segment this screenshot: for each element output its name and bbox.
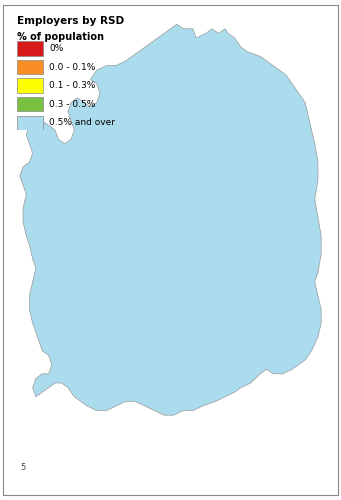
Text: Employers by RSD: Employers by RSD [17,16,124,26]
Text: 0.0 - 0.1%: 0.0 - 0.1% [49,62,95,72]
FancyBboxPatch shape [17,78,43,93]
Text: 0%: 0% [49,44,63,53]
Text: 0.1 - 0.3%: 0.1 - 0.3% [49,81,95,90]
FancyBboxPatch shape [17,41,43,56]
Text: 5: 5 [20,463,26,472]
Text: 0.5% and over: 0.5% and over [49,118,115,128]
FancyBboxPatch shape [17,116,43,130]
Text: % of population: % of population [17,32,104,42]
FancyBboxPatch shape [17,60,43,74]
Polygon shape [20,24,321,415]
Text: 0.3 - 0.5%: 0.3 - 0.5% [49,100,95,108]
FancyBboxPatch shape [17,97,43,112]
